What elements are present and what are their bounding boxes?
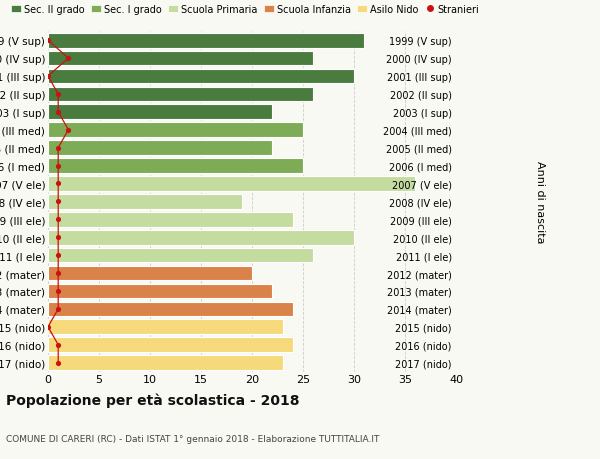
Point — [53, 145, 63, 152]
Point — [53, 216, 63, 224]
Point — [53, 198, 63, 206]
Bar — [48, 213, 293, 227]
Point — [53, 252, 63, 259]
Bar — [48, 248, 313, 263]
Point — [43, 37, 53, 45]
Point — [53, 180, 63, 188]
Point — [53, 234, 63, 241]
Bar — [48, 177, 415, 191]
Bar — [48, 195, 242, 209]
Point — [43, 73, 53, 80]
Bar — [48, 356, 283, 370]
Bar — [48, 230, 354, 245]
Point — [53, 270, 63, 277]
Point — [53, 109, 63, 116]
Bar — [48, 34, 364, 48]
Point — [53, 359, 63, 367]
Bar — [48, 266, 252, 281]
Bar — [48, 320, 283, 335]
Point — [43, 324, 53, 331]
Bar — [48, 69, 354, 84]
Bar — [48, 284, 272, 299]
Point — [53, 341, 63, 349]
Point — [64, 55, 73, 62]
Legend: Sec. II grado, Sec. I grado, Scuola Primaria, Scuola Infanzia, Asilo Nido, Stran: Sec. II grado, Sec. I grado, Scuola Prim… — [11, 5, 479, 15]
Text: COMUNE DI CARERI (RC) - Dati ISTAT 1° gennaio 2018 - Elaborazione TUTTITALIA.IT: COMUNE DI CARERI (RC) - Dati ISTAT 1° ge… — [6, 434, 379, 442]
Point — [53, 288, 63, 295]
Text: Popolazione per età scolastica - 2018: Popolazione per età scolastica - 2018 — [6, 392, 299, 407]
Bar — [48, 123, 303, 138]
Bar — [48, 87, 313, 102]
Bar — [48, 338, 293, 353]
Bar — [48, 302, 293, 317]
Point — [53, 91, 63, 98]
Point — [53, 306, 63, 313]
Bar — [48, 105, 272, 120]
Point — [64, 127, 73, 134]
Y-axis label: Anni di nascita: Anni di nascita — [535, 161, 545, 243]
Bar — [48, 141, 272, 156]
Bar — [48, 51, 313, 66]
Bar — [48, 159, 303, 174]
Point — [53, 162, 63, 170]
